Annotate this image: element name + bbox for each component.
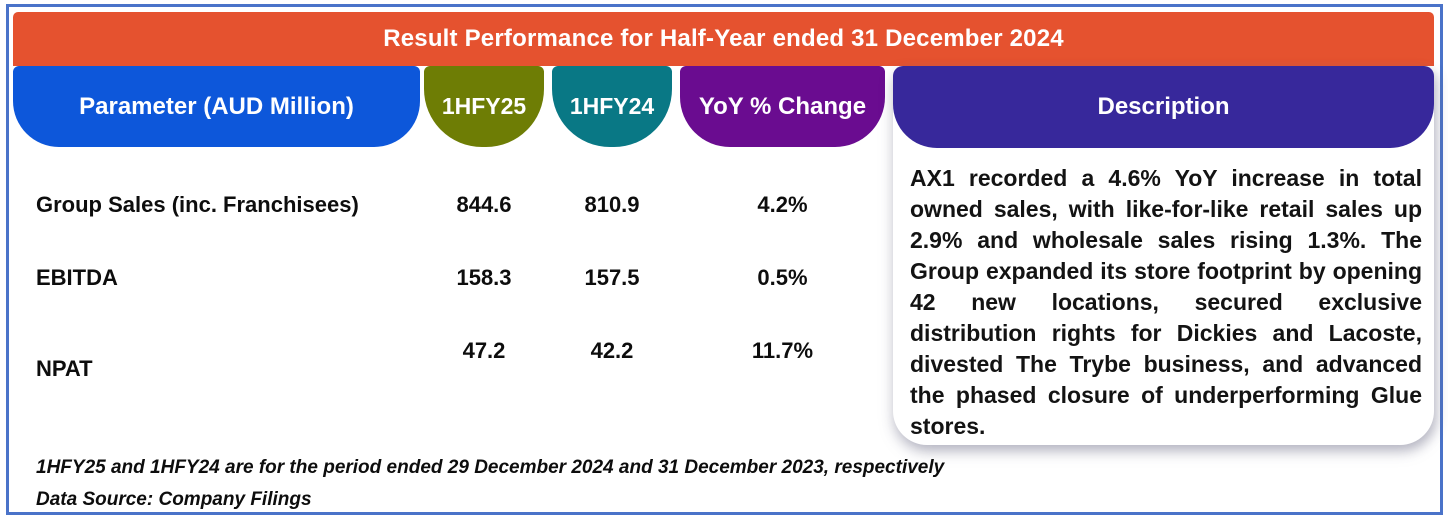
row-ebitda-yoy-value: 0.5%: [757, 265, 808, 290]
row-group-sales-1hfy24-value: 810.9: [584, 192, 640, 217]
column-header-yoy-change-label: YoY % Change: [698, 92, 867, 120]
column-header-1hfy24-label: 1HFY24: [569, 93, 655, 119]
row-ebitda-parameter: EBITDA: [36, 265, 118, 290]
column-header-1hfy25: 1HFY25: [424, 66, 544, 147]
footnote-period: 1HFY25 and 1HFY24 are for the period end…: [36, 457, 945, 478]
row-ebitda-1hfy24-value: 157.5: [584, 265, 640, 290]
description-card: Description AX1 recorded a 4.6% YoY incr…: [893, 66, 1434, 445]
row-npat-yoy-value: 11.7%: [751, 338, 814, 363]
description-header: Description: [893, 66, 1434, 148]
row-ebitda-1hfy25-value: 158.3: [456, 265, 512, 290]
row-group-sales-yoy-value: 4.2%: [757, 192, 808, 217]
page-title: Result Performance for Half-Year ended 3…: [383, 25, 1064, 52]
column-header-parameter: Parameter (AUD Million): [13, 66, 420, 147]
column-header-1hfy25-label: 1HFY25: [441, 93, 527, 119]
row-npat-1hfy24-value: 42.2: [590, 338, 634, 363]
description-text: AX1 recorded a 4.6% YoY increase in tota…: [910, 165, 1422, 439]
row-group-sales-parameter: Group Sales (inc. Franchisees): [36, 192, 359, 217]
description-header-label: Description: [1097, 93, 1230, 120]
footnote-data-source: Data Source: Company Filings: [36, 489, 312, 510]
title-bar: Result Performance for Half-Year ended 3…: [13, 12, 1434, 66]
row-npat-1hfy25-value: 47.2: [462, 338, 506, 363]
column-header-yoy-change: YoY % Change: [680, 66, 885, 147]
row-npat-parameter: NPAT: [36, 356, 93, 381]
row-group-sales-1hfy25-value: 844.6: [456, 192, 512, 217]
column-header-parameter-label: Parameter (AUD Million): [79, 92, 354, 120]
